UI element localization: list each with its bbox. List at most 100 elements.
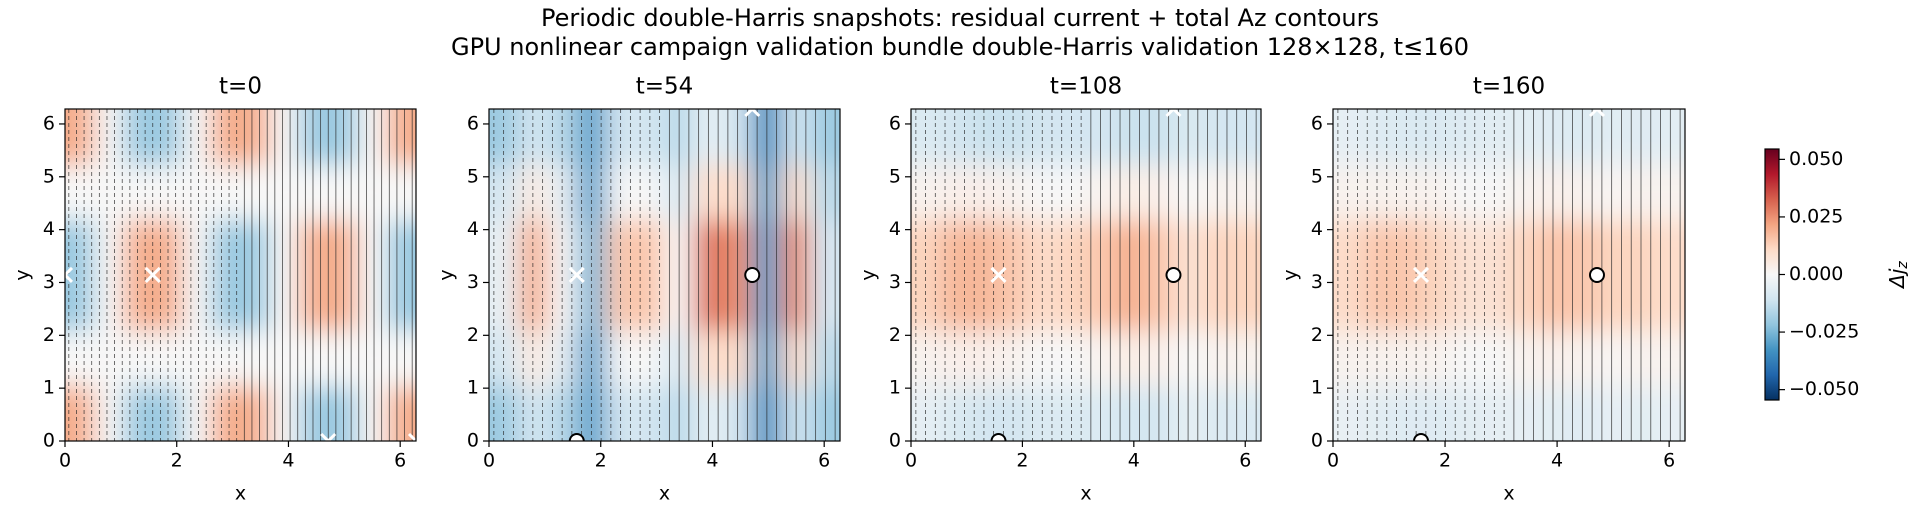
heatmap-cell [94, 164, 125, 221]
x-tick-label: 4 [706, 450, 718, 472]
x-point [144, 266, 161, 284]
colorbar-tick-label: −0.050 [1789, 378, 1859, 400]
y-tick-label: 2 [1311, 324, 1323, 346]
o-point [1413, 433, 1430, 441]
o-point [568, 433, 585, 441]
heatmap-cell [123, 385, 154, 441]
y-tick-label: 4 [467, 218, 479, 240]
colorbar-label: Δjz [1885, 261, 1912, 290]
panel: 0 2 4 6 0 1 2 3 4 5 6 t=54 x y [436, 74, 841, 505]
o-point [1165, 266, 1182, 283]
heatmap-cell [386, 330, 416, 387]
heatmap-cell [211, 219, 242, 276]
x-axis-label: x [235, 483, 246, 505]
heatmap [489, 109, 840, 441]
heatmap-cell [357, 330, 388, 387]
x-tick-label: 6 [1663, 450, 1675, 472]
heatmap-cell [299, 164, 329, 221]
panel: 0 2 4 6 0 1 2 3 4 5 6 t=160 x y [1280, 74, 1686, 505]
x-tick-label: 6 [818, 450, 830, 472]
x-tick-label: 6 [1239, 450, 1251, 472]
o-point [990, 433, 1007, 441]
y-axis-label: y [1280, 269, 1302, 280]
x-tick-label: 6 [394, 450, 406, 472]
colorbar-tick-label: 0.000 [1789, 263, 1843, 285]
suptitle: Periodic double-Harris snapshots: residu… [541, 4, 1379, 32]
y-tick-label: 6 [1311, 112, 1323, 134]
heatmap-cell [211, 109, 242, 165]
heatmap-cell [65, 164, 95, 221]
y-tick-label: 1 [1311, 377, 1323, 399]
heatmap-cell [65, 275, 95, 331]
x-tick-label: 4 [1551, 450, 1563, 472]
x-point [1412, 266, 1430, 284]
y-tick-label: 2 [889, 324, 901, 346]
x-point [320, 432, 337, 441]
heatmap [65, 109, 416, 441]
heatmap-cell [386, 385, 416, 441]
heatmap-cell [357, 385, 388, 441]
heatmap-cell [386, 275, 416, 331]
x-tick-label: 0 [905, 450, 917, 472]
heatmap-cell [182, 219, 212, 276]
heatmap-cell [269, 330, 300, 387]
colorbar-gradient [1764, 148, 1780, 401]
panel-title: t=0 [219, 74, 262, 100]
o-point [744, 266, 761, 283]
heatmap [911, 109, 1261, 441]
panel-title: t=54 [636, 74, 694, 100]
colorbar-label-sub: z [1895, 261, 1911, 270]
heatmap-cell [94, 275, 125, 331]
x-point [990, 266, 1007, 284]
axes-frame [488, 108, 841, 442]
x-tick-label: 4 [282, 450, 294, 472]
heatmap-cell [240, 164, 271, 221]
heatmap-cell [299, 330, 329, 387]
y-tick-label: 5 [1311, 165, 1323, 187]
y-tick-label: 4 [1311, 218, 1323, 240]
panel-title: t=108 [1050, 74, 1122, 100]
x-axis-label: x [1080, 483, 1091, 505]
y-tick-label: 6 [889, 112, 901, 134]
heatmap-cell [357, 219, 388, 276]
o-point [1588, 266, 1605, 283]
x-tick-label: 4 [1128, 450, 1140, 472]
heatmap-cell [357, 275, 388, 331]
heatmap-cell [240, 385, 271, 441]
y-tick-label: 3 [889, 271, 901, 293]
plot-area [911, 109, 1261, 441]
heatmap-cell [65, 109, 95, 165]
panel: 0 2 4 6 0 1 2 3 4 5 6 t=0 x y [12, 74, 417, 505]
heatmap-cell [240, 330, 271, 387]
x-axis-label: x [659, 483, 670, 505]
heatmap-cell [269, 219, 300, 276]
heatmap-cell [240, 275, 271, 331]
y-tick-label: 0 [43, 430, 55, 452]
x-tick-label: 0 [1327, 450, 1339, 472]
heatmap [1333, 109, 1685, 441]
y-tick-label: 3 [1311, 271, 1323, 293]
y-tick-label: 6 [467, 112, 479, 134]
heatmap-cell [386, 164, 416, 221]
heatmap-cell [123, 109, 154, 165]
x-tick-label: 2 [171, 450, 183, 472]
axes-frame [910, 108, 1262, 442]
y-axis-label: y [12, 269, 34, 280]
plot-area [489, 109, 840, 441]
subtitle: GPU nonlinear campaign validation bundle… [451, 33, 1469, 61]
y-tick-label: 3 [467, 271, 479, 293]
colorbar-tick-label: 0.025 [1789, 205, 1843, 227]
heatmap-cell [240, 219, 271, 276]
y-tick-label: 5 [467, 165, 479, 187]
y-tick-label: 5 [889, 165, 901, 187]
plot-area [1333, 109, 1685, 441]
colorbar-tick-label: 0.050 [1789, 148, 1843, 170]
y-tick-label: 1 [43, 377, 55, 399]
heatmap-cell [211, 164, 242, 221]
y-tick-label: 0 [467, 430, 479, 452]
y-tick-label: 6 [43, 112, 55, 134]
heatmap-cell [269, 164, 300, 221]
heatmap-cell [211, 330, 242, 387]
heatmap-cell [123, 219, 154, 276]
